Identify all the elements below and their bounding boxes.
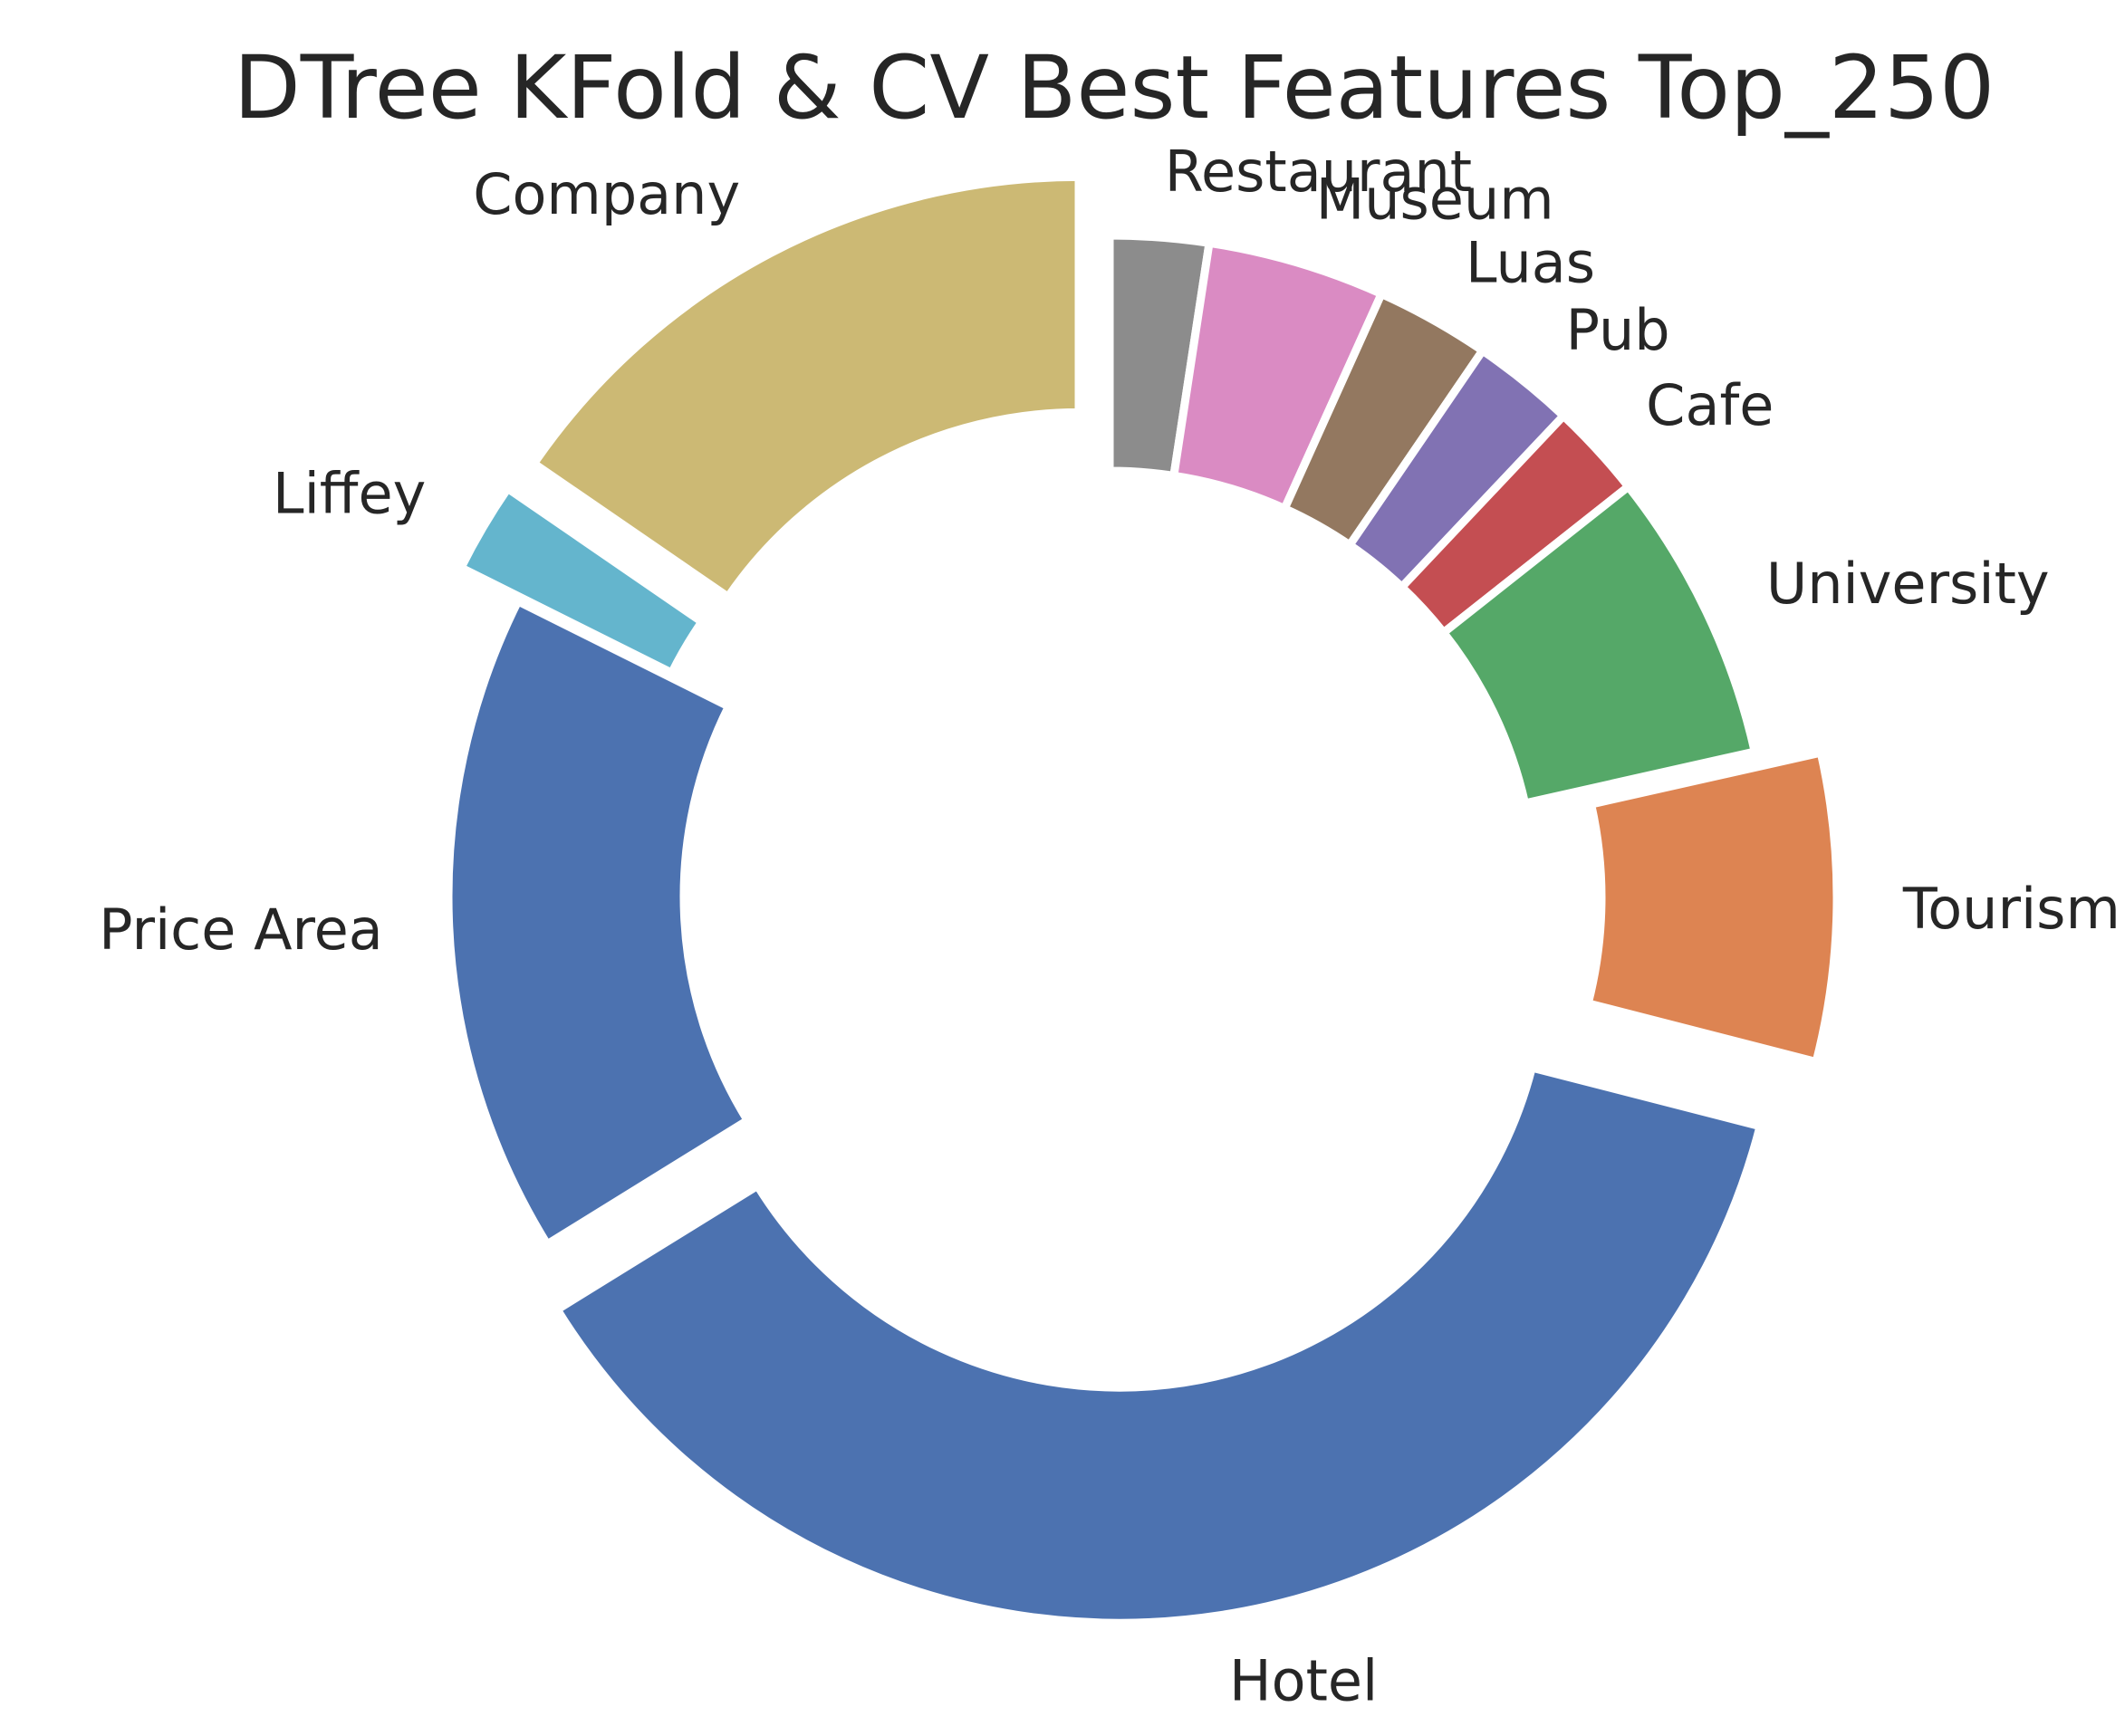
label-tourism: Tourism [1902, 876, 2120, 942]
donut-slices [444, 172, 1841, 1627]
label-price-area: Price Area [99, 897, 383, 963]
label-pub: Pub [1566, 297, 1670, 363]
label-luas: Luas [1466, 229, 1595, 295]
slice-liffey [455, 483, 708, 679]
label-hotel: Hotel [1229, 1647, 1378, 1713]
slice-hotel [551, 1062, 1765, 1627]
label-museum: Museum [1316, 166, 1554, 232]
label-liffey: Liffey [273, 461, 426, 527]
slice-company [528, 172, 1083, 603]
chart-title: DTree KFold & CV Best Features Top_250 [234, 37, 1995, 139]
label-university: University [1766, 551, 2050, 617]
slice-tourism [1582, 747, 1841, 1068]
slice-price-area [444, 595, 754, 1251]
slice-university [1438, 481, 1760, 809]
label-restaurant: Restaurant [1165, 139, 1472, 205]
label-cafe: Cafe [1646, 372, 1774, 438]
label-company: Company [473, 161, 740, 227]
